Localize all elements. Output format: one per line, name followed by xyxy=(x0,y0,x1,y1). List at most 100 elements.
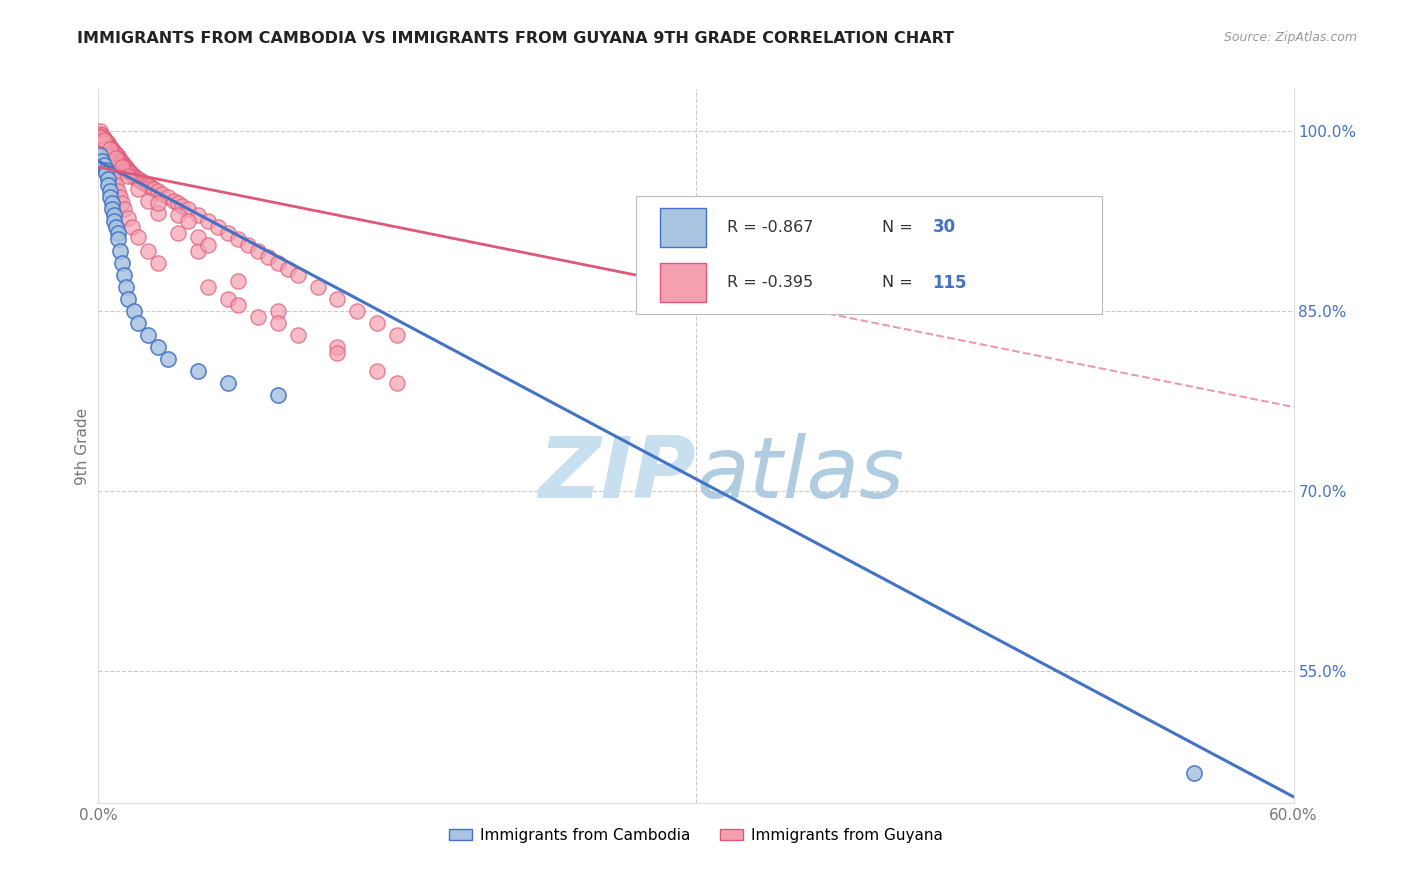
Point xyxy=(120,166,142,180)
Point xyxy=(177,202,200,216)
Point xyxy=(157,190,180,204)
Point xyxy=(124,304,146,318)
Point xyxy=(197,238,219,252)
Point xyxy=(267,388,290,402)
Point xyxy=(107,152,129,166)
Point xyxy=(101,166,124,180)
Point xyxy=(139,179,162,194)
Text: R = -0.395: R = -0.395 xyxy=(727,276,813,290)
Point xyxy=(98,141,122,155)
Point xyxy=(103,214,125,228)
Point xyxy=(97,178,120,193)
Bar xyxy=(661,208,706,247)
Point xyxy=(115,161,138,176)
Point xyxy=(287,268,309,282)
Point xyxy=(157,352,180,367)
Point xyxy=(107,151,129,165)
Point xyxy=(127,182,149,196)
Point xyxy=(226,232,249,246)
Point xyxy=(98,160,122,174)
Point xyxy=(105,148,128,162)
Point xyxy=(167,208,190,222)
Text: 115: 115 xyxy=(932,274,967,292)
Point xyxy=(89,127,111,141)
Point xyxy=(187,364,209,378)
Point xyxy=(1182,765,1205,780)
Point xyxy=(187,208,209,222)
Point xyxy=(89,148,111,162)
Point xyxy=(105,147,128,161)
Point xyxy=(115,160,138,174)
Text: N =: N = xyxy=(883,220,918,235)
Point xyxy=(110,153,132,167)
FancyBboxPatch shape xyxy=(637,196,1102,314)
Point xyxy=(366,364,388,378)
Point xyxy=(127,316,149,330)
Point xyxy=(112,158,135,172)
Point xyxy=(136,328,159,343)
Point xyxy=(97,138,120,153)
Point xyxy=(107,226,129,240)
Point xyxy=(134,176,156,190)
Point xyxy=(124,169,146,183)
Point xyxy=(89,130,111,145)
Point xyxy=(187,244,209,259)
Point xyxy=(187,229,209,244)
Point xyxy=(346,304,368,318)
Point xyxy=(101,142,124,156)
Point xyxy=(124,169,146,184)
Point xyxy=(111,256,134,270)
Point xyxy=(97,136,120,151)
Point xyxy=(101,202,124,216)
Point xyxy=(98,190,122,204)
Point xyxy=(112,159,135,173)
Point xyxy=(96,162,118,177)
Point xyxy=(117,292,139,306)
Point xyxy=(148,205,170,219)
Point xyxy=(127,172,149,186)
Point xyxy=(97,137,120,152)
Point xyxy=(246,310,269,324)
Point xyxy=(107,232,129,246)
Point xyxy=(226,274,249,288)
Text: IMMIGRANTS FROM CAMBODIA VS IMMIGRANTS FROM GUYANA 9TH GRADE CORRELATION CHART: IMMIGRANTS FROM CAMBODIA VS IMMIGRANTS F… xyxy=(77,31,955,46)
Point xyxy=(366,316,388,330)
Point xyxy=(326,292,349,306)
Point xyxy=(91,128,114,142)
Point xyxy=(326,346,349,360)
Point xyxy=(217,292,239,306)
Point xyxy=(96,134,118,148)
Point xyxy=(98,142,122,156)
Point xyxy=(93,131,115,145)
Point xyxy=(136,244,159,259)
Point xyxy=(287,328,309,343)
Point xyxy=(277,262,299,277)
Point xyxy=(97,154,120,169)
Point xyxy=(98,140,122,154)
Point xyxy=(197,280,219,294)
Point xyxy=(107,184,129,198)
Point xyxy=(98,184,122,198)
Point xyxy=(177,214,200,228)
Point xyxy=(112,202,135,216)
Point xyxy=(148,256,170,270)
Legend: Immigrants from Cambodia, Immigrants from Guyana: Immigrants from Cambodia, Immigrants fro… xyxy=(443,822,949,848)
Point xyxy=(96,166,118,180)
Point xyxy=(129,173,152,187)
Point xyxy=(163,194,186,208)
Point xyxy=(131,175,153,189)
Point xyxy=(117,163,139,178)
Point xyxy=(197,214,219,228)
Point xyxy=(326,340,349,354)
Point xyxy=(217,376,239,390)
Point xyxy=(105,178,128,193)
Point xyxy=(96,135,118,149)
Point xyxy=(101,196,124,211)
Point xyxy=(103,208,125,222)
Point xyxy=(267,304,290,318)
Text: N =: N = xyxy=(883,276,918,290)
Point xyxy=(89,124,111,138)
Point xyxy=(110,190,132,204)
Point xyxy=(172,198,194,212)
Point xyxy=(111,196,134,211)
